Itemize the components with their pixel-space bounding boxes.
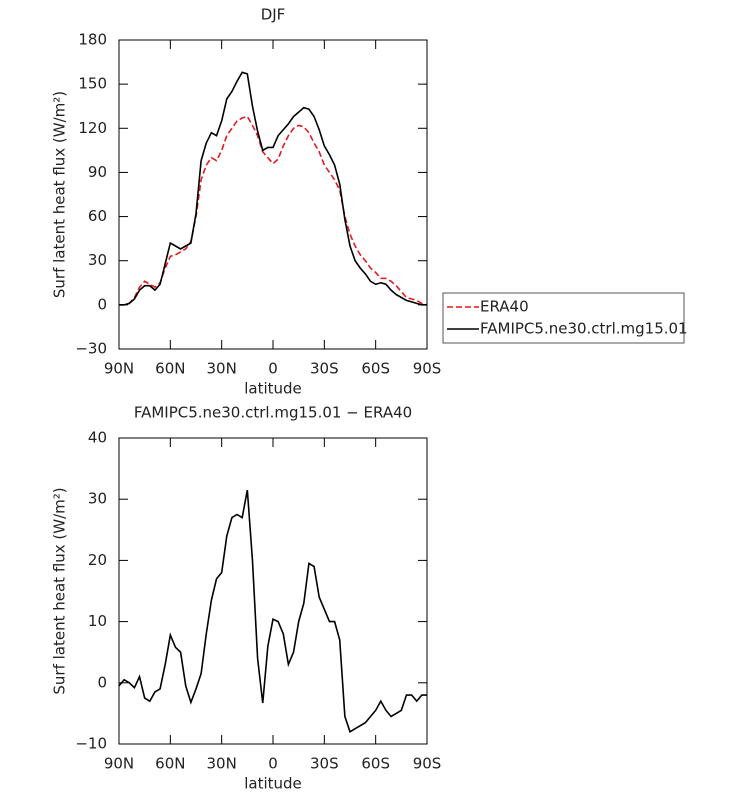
x-tick-label: 30N <box>207 360 237 378</box>
x-axis-label: latitude <box>244 775 302 793</box>
y-tick-label: 60 <box>88 207 107 225</box>
data-line <box>119 71 427 306</box>
x-tick-label: 90S <box>413 360 442 378</box>
data-line <box>118 489 427 733</box>
y-tick-label: 180 <box>78 31 107 49</box>
y-tick-label: 40 <box>88 429 107 447</box>
x-tick-label: 90N <box>104 755 134 773</box>
x-tick-label: 60S <box>361 360 390 378</box>
y-tick-label: 30 <box>88 490 107 508</box>
x-axis-label: latitude <box>244 380 302 398</box>
x-tick-label: 30S <box>310 360 339 378</box>
plot-frame <box>118 437 428 745</box>
y-axis-label: Surf latent heat flux (W/m²) <box>51 487 69 694</box>
y-tick-label: 150 <box>78 75 107 93</box>
legend-label: ERA40 <box>480 298 529 316</box>
y-tick-label: 0 <box>97 295 107 313</box>
data-line <box>119 115 428 306</box>
legend-label: FAMIPC5.ne30.ctrl.mg15.01 <box>480 320 688 338</box>
y-tick-label: 30 <box>88 251 107 269</box>
x-tick-label: 30N <box>207 755 237 773</box>
x-tick-label: 60S <box>361 755 390 773</box>
chart-title: FAMIPC5.ne30.ctrl.mg15.01 − ERA40 <box>134 404 412 422</box>
x-tick-label: 90N <box>104 360 134 378</box>
chart-title: DJF <box>261 6 286 24</box>
x-tick-label: 60N <box>155 360 185 378</box>
y-tick-label: 0 <box>97 673 107 691</box>
x-tick-label: 0 <box>268 755 278 773</box>
y-tick-label: 120 <box>78 119 107 137</box>
x-tick-label: 60N <box>155 755 185 773</box>
plot-frame <box>118 39 428 350</box>
y-tick-label: −10 <box>75 735 107 753</box>
y-axis-label: Surf latent heat flux (W/m²) <box>51 91 69 298</box>
y-tick-label: 10 <box>88 612 107 630</box>
y-tick-label: −30 <box>75 340 107 358</box>
y-tick-label: 20 <box>88 551 107 569</box>
x-tick-label: 90S <box>413 755 442 773</box>
y-tick-label: 90 <box>88 163 107 181</box>
legend-box <box>442 292 685 344</box>
x-tick-label: 30S <box>310 755 339 773</box>
x-tick-label: 0 <box>268 360 278 378</box>
